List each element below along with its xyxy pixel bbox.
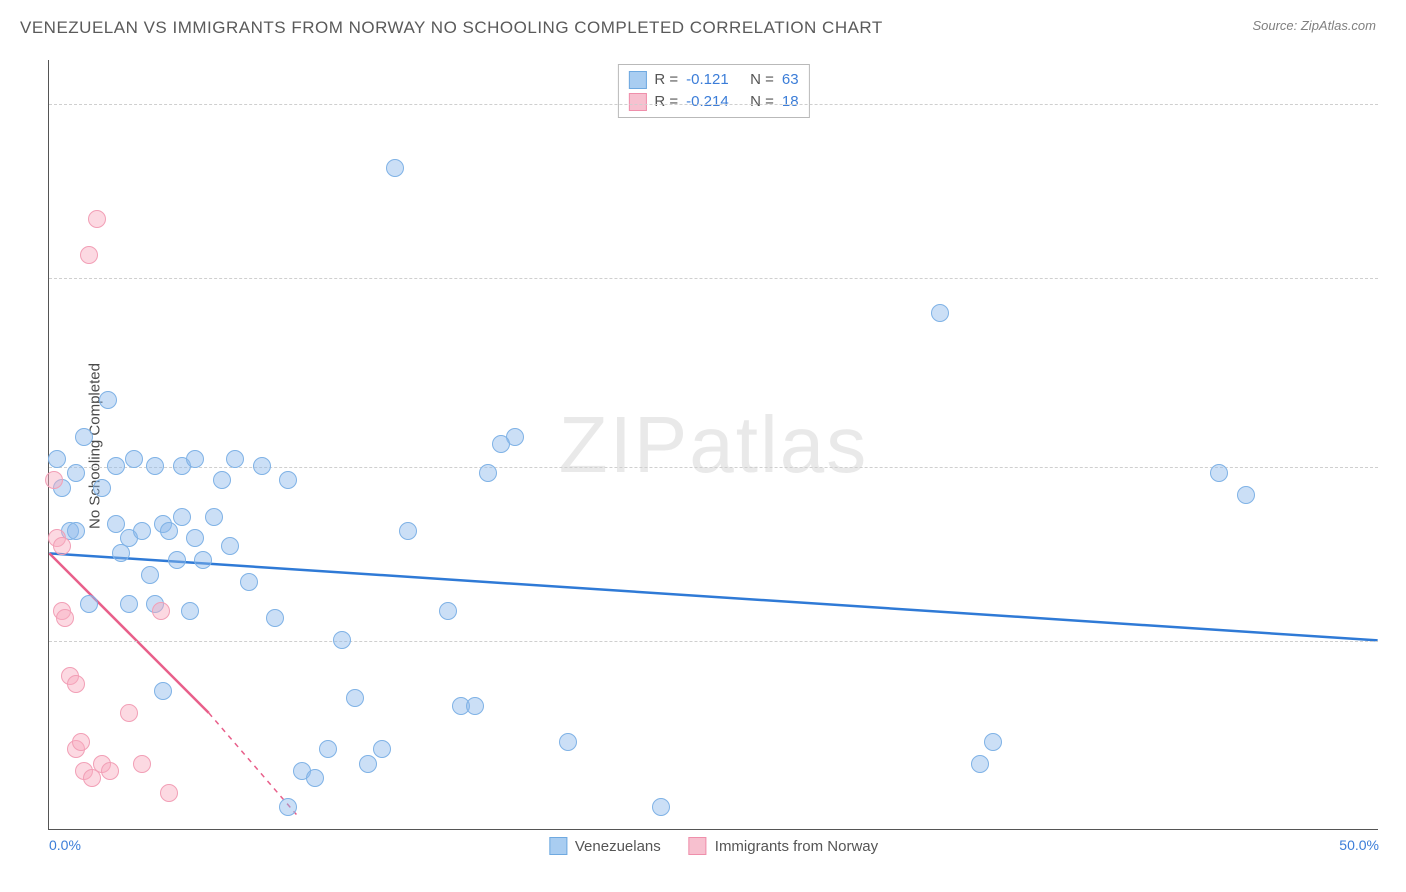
- scatter-point: [67, 522, 85, 540]
- scatter-point: [48, 450, 66, 468]
- legend-label: Venezuelans: [575, 838, 661, 855]
- scatter-point: [386, 159, 404, 177]
- legend-row: R = -0.214 N = 18: [628, 91, 798, 113]
- scatter-point: [205, 508, 223, 526]
- scatter-point: [67, 464, 85, 482]
- chart-title: VENEZUELAN VS IMMIGRANTS FROM NORWAY NO …: [20, 18, 883, 38]
- scatter-point: [306, 769, 324, 787]
- scatter-point: [1237, 486, 1255, 504]
- chart-source: Source: ZipAtlas.com: [1252, 18, 1376, 33]
- scatter-point: [125, 450, 143, 468]
- scatter-point: [221, 537, 239, 555]
- scatter-point: [53, 537, 71, 555]
- scatter-point: [279, 471, 297, 489]
- scatter-point: [213, 471, 231, 489]
- scatter-point: [479, 464, 497, 482]
- scatter-point: [652, 798, 670, 816]
- scatter-point: [133, 755, 151, 773]
- scatter-point: [133, 522, 151, 540]
- scatter-point: [80, 595, 98, 613]
- legend-item: Venezuelans: [549, 837, 661, 855]
- scatter-point: [439, 602, 457, 620]
- legend-n-value: 18: [782, 91, 799, 113]
- scatter-point: [88, 210, 106, 228]
- legend-r-label: R =: [654, 91, 678, 113]
- legend-n-label: N =: [750, 69, 774, 91]
- legend-label: Immigrants from Norway: [715, 838, 878, 855]
- scatter-point: [141, 566, 159, 584]
- x-tick-label: 50.0%: [1339, 837, 1379, 853]
- scatter-point: [466, 697, 484, 715]
- scatter-point: [1210, 464, 1228, 482]
- scatter-point: [319, 740, 337, 758]
- scatter-point: [75, 428, 93, 446]
- legend-swatch: [689, 837, 707, 855]
- legend-swatch: [549, 837, 567, 855]
- scatter-point: [194, 551, 212, 569]
- legend-r-label: R =: [654, 69, 678, 91]
- scatter-point: [80, 246, 98, 264]
- scatter-point: [45, 471, 63, 489]
- trend-lines: [49, 60, 1378, 829]
- source-name: ZipAtlas.com: [1301, 18, 1376, 33]
- scatter-point: [253, 457, 271, 475]
- scatter-point: [120, 595, 138, 613]
- scatter-point: [160, 522, 178, 540]
- scatter-point: [399, 522, 417, 540]
- scatter-point: [152, 602, 170, 620]
- x-tick-label: 0.0%: [49, 837, 81, 853]
- grid-line: [49, 467, 1378, 468]
- scatter-point: [971, 755, 989, 773]
- scatter-point: [173, 508, 191, 526]
- legend-r-value: -0.214: [686, 91, 742, 113]
- scatter-point: [181, 602, 199, 620]
- scatter-point: [931, 304, 949, 322]
- scatter-chart: ZIPatlas R = -0.121N = 63R = -0.214N = 1…: [48, 60, 1378, 830]
- scatter-point: [146, 457, 164, 475]
- scatter-point: [67, 675, 85, 693]
- scatter-point: [492, 435, 510, 453]
- scatter-point: [186, 450, 204, 468]
- scatter-point: [333, 631, 351, 649]
- scatter-point: [359, 755, 377, 773]
- legend-item: Immigrants from Norway: [689, 837, 878, 855]
- scatter-point: [240, 573, 258, 591]
- scatter-point: [154, 682, 172, 700]
- scatter-point: [93, 479, 111, 497]
- legend-swatch: [628, 71, 646, 89]
- source-prefix: Source:: [1252, 18, 1300, 33]
- scatter-point: [266, 609, 284, 627]
- grid-line: [49, 278, 1378, 279]
- legend-n-value: 63: [782, 69, 799, 91]
- scatter-point: [984, 733, 1002, 751]
- scatter-point: [279, 798, 297, 816]
- scatter-point: [107, 515, 125, 533]
- legend-row: R = -0.121 N = 63: [628, 69, 798, 91]
- scatter-point: [226, 450, 244, 468]
- scatter-point: [346, 689, 364, 707]
- scatter-point: [120, 704, 138, 722]
- legend-r-value: -0.121: [686, 69, 742, 91]
- scatter-point: [373, 740, 391, 758]
- scatter-point: [56, 609, 74, 627]
- grid-line: [49, 104, 1378, 105]
- scatter-point: [559, 733, 577, 751]
- legend-n-label: N =: [750, 91, 774, 113]
- scatter-point: [160, 784, 178, 802]
- scatter-point: [99, 391, 117, 409]
- grid-line: [49, 641, 1378, 642]
- scatter-point: [168, 551, 186, 569]
- scatter-point: [72, 733, 90, 751]
- series-legend: Venezuelans Immigrants from Norway: [549, 837, 878, 855]
- legend-swatch: [628, 93, 646, 111]
- scatter-point: [186, 529, 204, 547]
- correlation-legend: R = -0.121 N = 63 R = -0.214 N = 18: [617, 64, 809, 118]
- scatter-point: [107, 457, 125, 475]
- chart-header: VENEZUELAN VS IMMIGRANTS FROM NORWAY NO …: [0, 0, 1406, 38]
- scatter-point: [101, 762, 119, 780]
